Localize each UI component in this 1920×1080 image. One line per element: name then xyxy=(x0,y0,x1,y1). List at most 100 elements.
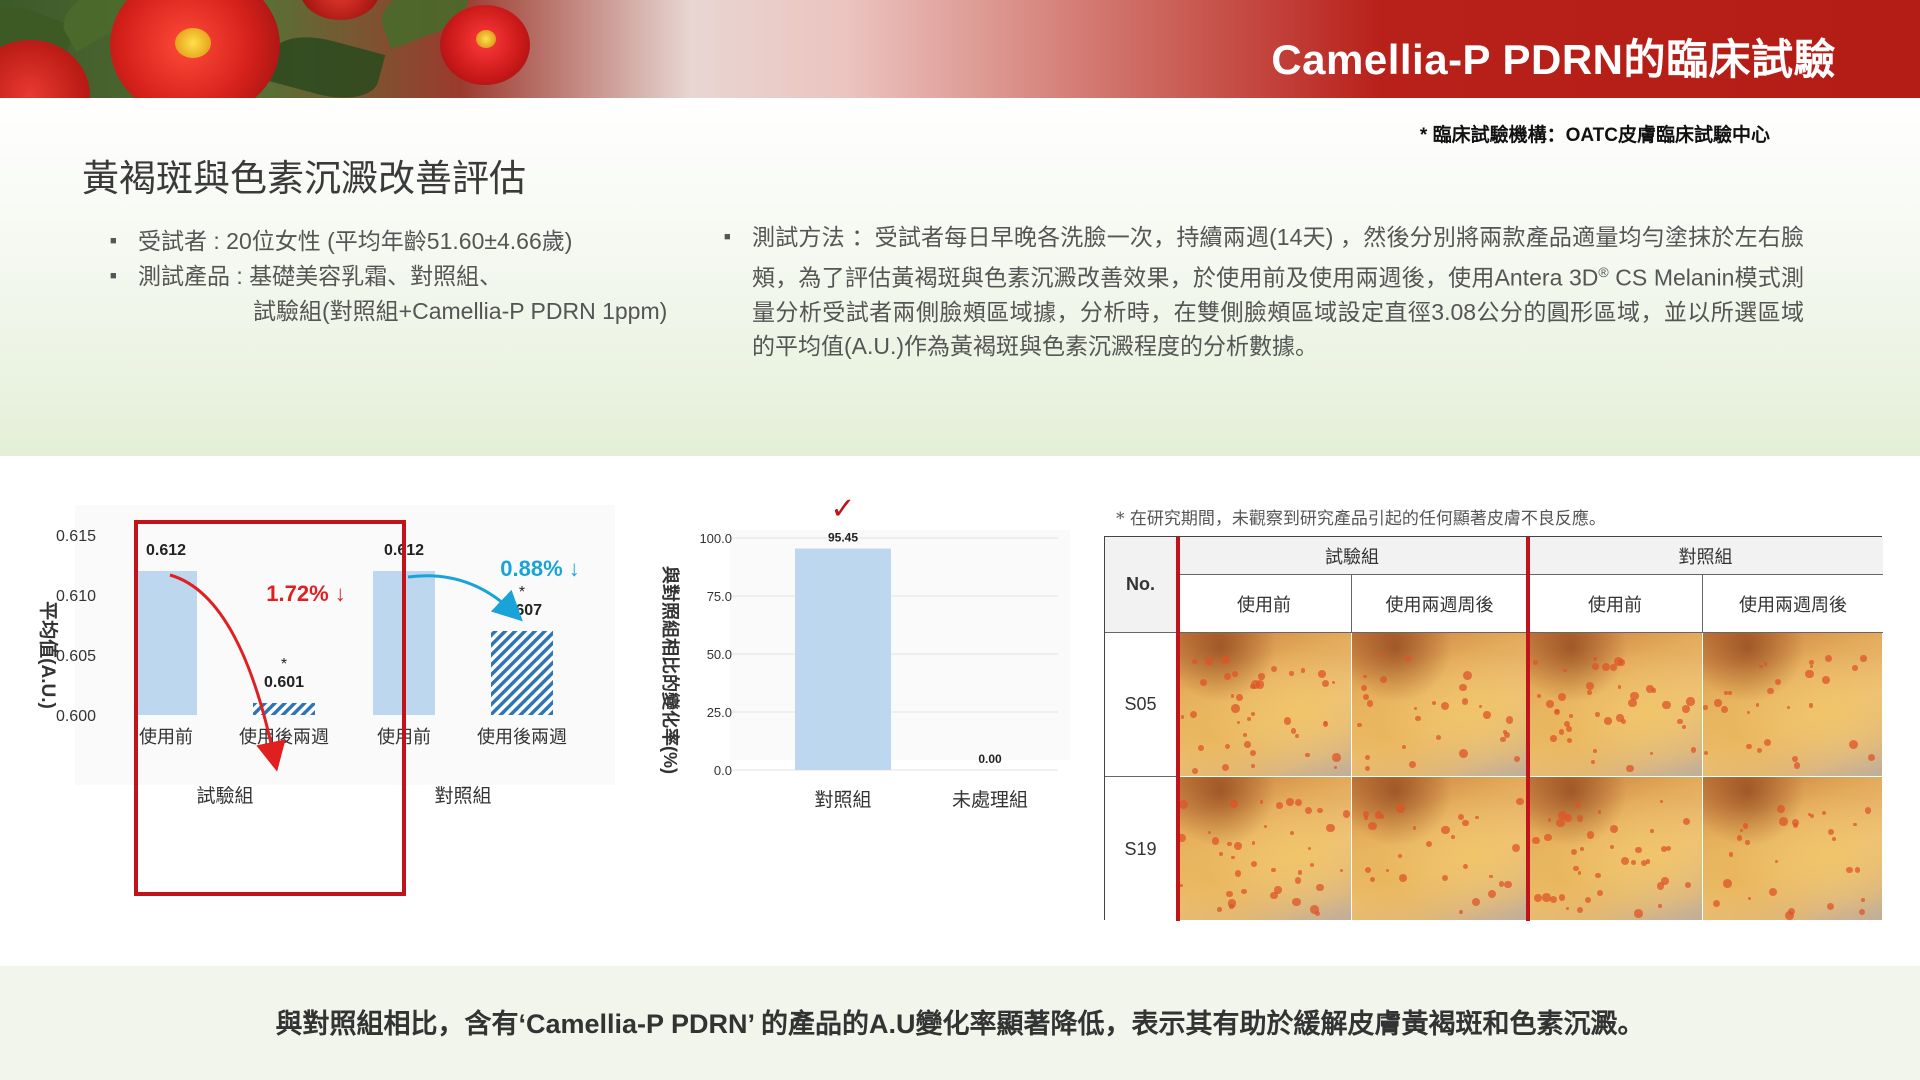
conclusion-band: 與對照組相比，含有‘Camellia-P PDRN’ 的產品的A.U變化率顯著降… xyxy=(0,966,1920,1080)
pigment-spot xyxy=(1297,870,1303,875)
pigment-spot xyxy=(1234,870,1242,877)
pigment-spot xyxy=(1271,867,1276,873)
pigment-spot xyxy=(1755,703,1760,707)
pigment-spot xyxy=(1498,881,1505,887)
pigment-spot xyxy=(1316,883,1324,892)
pigment-spot xyxy=(1217,907,1222,912)
pigment-spot xyxy=(1459,684,1467,692)
pigment-spot xyxy=(1292,897,1301,907)
pigment-spot xyxy=(1601,662,1610,672)
pigment-spot xyxy=(1532,836,1540,845)
pigment-spot xyxy=(1451,835,1455,839)
pigment-spot xyxy=(1500,736,1506,743)
products-item: 測試產品 : 基礎美容乳霜、對照組、 試驗組(對照組+Camellia-P PD… xyxy=(110,259,710,329)
pigment-spot xyxy=(1554,709,1560,715)
pigment-spot xyxy=(1805,669,1815,679)
subjects-text: 受試者 : 20位女性 (平均年齡51.60±4.66歲) xyxy=(138,228,573,254)
pigment-spot xyxy=(1386,868,1390,872)
pigment-spot xyxy=(1742,823,1749,829)
pigment-spot xyxy=(1808,660,1814,666)
pigment-spot xyxy=(1276,802,1284,810)
pigment-spot xyxy=(1848,740,1858,750)
skin-photo xyxy=(1528,777,1703,921)
pigment-spot xyxy=(1746,743,1752,750)
pigment-spot xyxy=(1286,797,1295,807)
pigment-spot xyxy=(1558,894,1565,901)
pigment-spot xyxy=(1579,846,1584,851)
pigment-spot xyxy=(1342,810,1351,819)
pigment-spot xyxy=(1340,869,1344,873)
pigment-spot xyxy=(1333,765,1338,769)
pigment-spot xyxy=(1289,671,1294,676)
pigment-spot xyxy=(1322,679,1330,687)
skin-photo xyxy=(1703,777,1883,921)
pigment-spot xyxy=(1512,843,1521,852)
pigment-spot xyxy=(1714,699,1722,707)
pigment-spot xyxy=(1791,818,1799,826)
pigment-spot xyxy=(1207,831,1211,835)
pigment-spot xyxy=(1374,810,1383,819)
pigment-spot xyxy=(1177,833,1186,843)
pigment-spot xyxy=(1736,835,1742,841)
pigment-spot xyxy=(1258,673,1265,680)
chart1-value-label: 0.607 xyxy=(502,602,542,619)
method-text-part1: 測試方法 ：受試者每日早晚各洗臉一次，持續兩週(14天) ，然後分別將兩款產品適… xyxy=(752,224,1804,291)
pigment-spot xyxy=(1231,694,1235,698)
pigment-spot xyxy=(1597,810,1602,814)
pigment-spot xyxy=(1556,818,1565,828)
group-header-treatment: 試驗組 xyxy=(1177,537,1528,575)
pigment-spot xyxy=(1564,813,1573,823)
chart1-y-tick-label: 0.605 xyxy=(56,648,96,665)
pigment-spot xyxy=(1483,711,1491,719)
pigment-spot xyxy=(1616,714,1624,722)
pigment-spot xyxy=(1270,666,1277,673)
pigment-spot xyxy=(1289,831,1294,836)
pigment-spot xyxy=(1270,891,1278,899)
pigment-spot xyxy=(1227,841,1232,847)
pigment-spot xyxy=(1656,882,1665,890)
pigment-spot xyxy=(1545,699,1554,709)
pigment-spot xyxy=(1317,669,1326,678)
pigment-spot xyxy=(1558,729,1565,735)
pigment-spot xyxy=(1223,672,1231,680)
pigment-spot xyxy=(1441,825,1450,835)
pigment-spot xyxy=(1809,813,1815,819)
pigment-spot xyxy=(1661,845,1668,852)
pigment-spot xyxy=(1180,715,1184,719)
pigment-spot xyxy=(1479,705,1483,709)
pigment-spot xyxy=(1331,680,1336,685)
pigment-spot xyxy=(1235,693,1244,702)
pigment-spot xyxy=(1295,733,1299,738)
check-mark-icon: ✓ xyxy=(830,493,855,526)
pigment-spot xyxy=(1809,664,1813,668)
pigment-spot xyxy=(1514,755,1521,762)
pigment-spot xyxy=(1824,654,1832,662)
subjects-item: 受試者 : 20位女性 (平均年齡51.60±4.66歲) xyxy=(110,224,710,259)
pigment-spot xyxy=(1179,883,1183,888)
row-label-s05: S05 xyxy=(1105,633,1177,777)
pigment-spot xyxy=(1365,866,1372,873)
pigment-spot xyxy=(1774,859,1778,863)
pigment-spot xyxy=(1650,828,1654,833)
pigment-spot xyxy=(1309,863,1314,868)
chart2-plot-bg xyxy=(730,530,1070,760)
pigment-spot xyxy=(1233,842,1242,850)
chart1-bar xyxy=(491,631,553,715)
pigment-spot xyxy=(1244,741,1251,748)
pigment-spot xyxy=(1247,716,1252,721)
pigment-spot xyxy=(1610,824,1618,833)
pigment-spot xyxy=(1412,826,1417,830)
chart1-change-label: 0.88% ↓ xyxy=(500,556,580,581)
pigment-spot xyxy=(1541,892,1551,902)
pigment-spot xyxy=(1179,799,1189,809)
pigment-spot xyxy=(1604,717,1612,725)
pigment-spot xyxy=(1597,889,1604,897)
pigment-spot xyxy=(1563,721,1571,728)
chart2-y-axis-label: 與對照組相比的變化率(%) xyxy=(660,566,681,774)
sub-header-after-1: 使用兩週周後 xyxy=(1352,575,1528,633)
pigment-spot xyxy=(1768,888,1777,897)
pigment-spot xyxy=(1591,760,1595,764)
chart2-value-label: 0.00 xyxy=(978,752,1002,766)
pigment-spot xyxy=(1703,705,1708,710)
pigment-spot xyxy=(1660,799,1664,803)
